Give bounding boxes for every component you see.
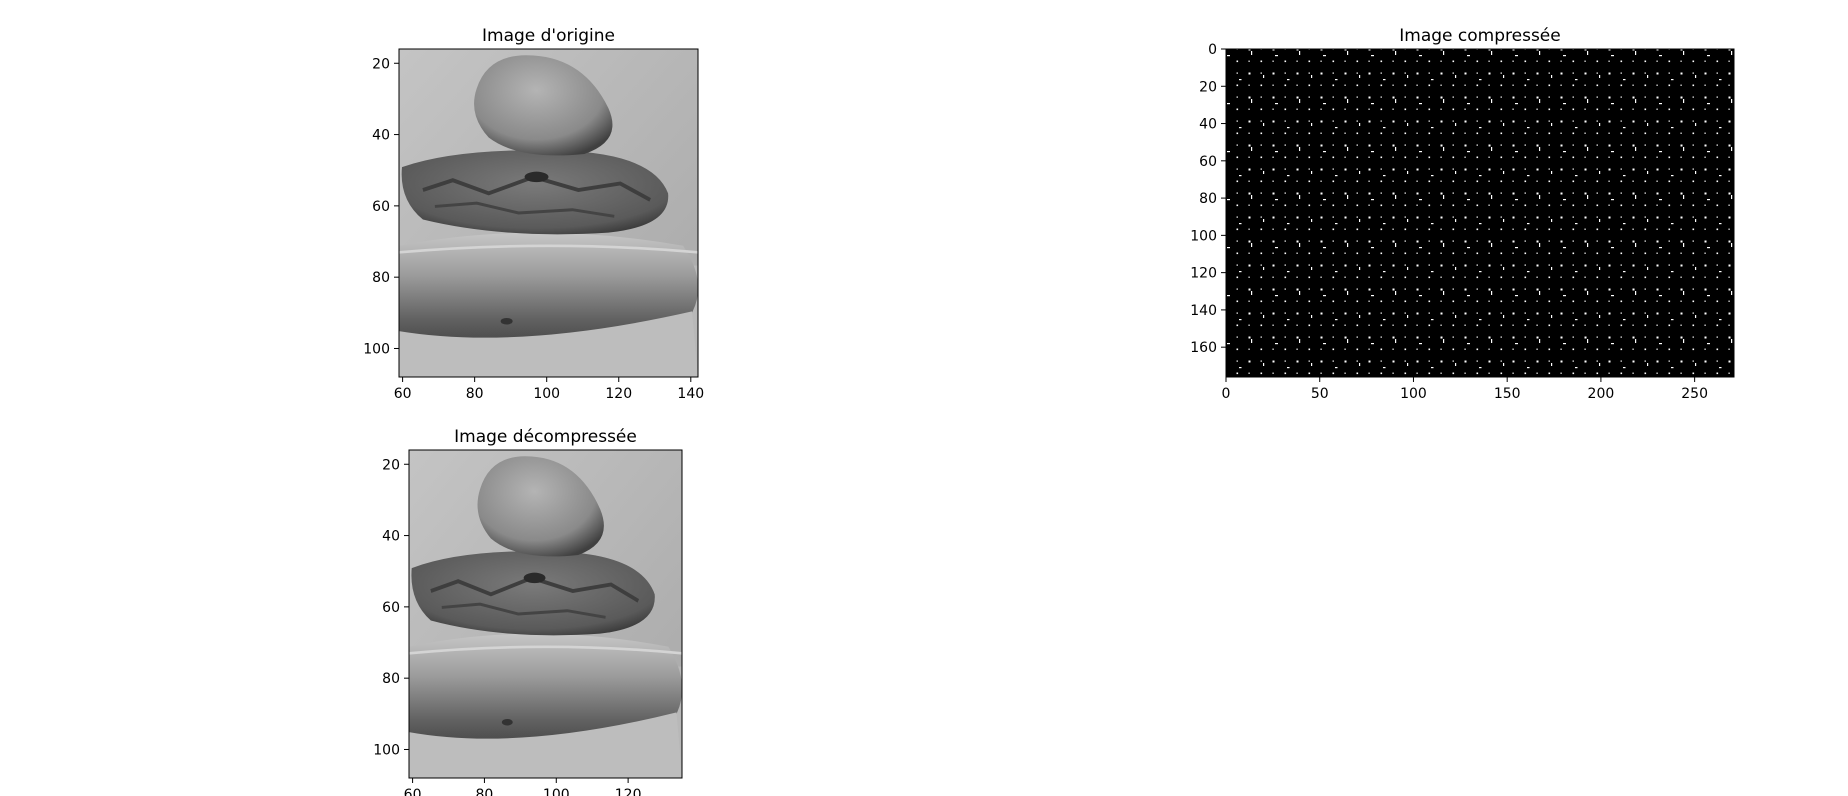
compressed-ytick-label: 160 (1190, 340, 1217, 356)
decompressed-xtick-label: 120 (615, 787, 642, 796)
original-xtick-label: 140 (677, 386, 704, 402)
original-xtick-label: 80 (466, 386, 484, 402)
compressed-ytick-label: 120 (1190, 266, 1217, 282)
decompressed-xtick-label: 80 (476, 787, 494, 796)
original-image (399, 49, 698, 377)
decompressed-ytick-label: 20 (382, 457, 400, 473)
compressed-ytick-label: 0 (1208, 42, 1217, 58)
original-xtick-label: 120 (605, 386, 632, 402)
decompressed-xtick-label: 60 (404, 787, 422, 796)
original-frame (398, 48, 699, 378)
compressed-xtick-label: 200 (1588, 386, 1615, 402)
original-ytick-label: 80 (372, 270, 390, 286)
original-ytick-label: 40 (372, 128, 390, 144)
compressed-ytick-label: 80 (1199, 191, 1217, 207)
compressed-xtick-label: 100 (1400, 386, 1427, 402)
decompressed-image (409, 450, 682, 778)
compressed-ytick-label: 100 (1190, 228, 1217, 244)
original-ytick-label: 100 (363, 341, 390, 357)
original-ytick-label: 20 (372, 56, 390, 72)
panel-decompressed: Image décompressée 60 80 100 120 20 40 60 80 100 (373, 427, 683, 796)
decompressed-xtick-label: 100 (543, 787, 570, 796)
compressed-ytick-label: 60 (1199, 154, 1217, 170)
compressed-xtick-label: 0 (1222, 386, 1231, 402)
compressed-xtick-label: 50 (1311, 386, 1329, 402)
compressed-ytick-label: 20 (1199, 79, 1217, 95)
panel-original: Image d'origine 60 80 100 120 140 20 40 60 80 100 (363, 26, 704, 402)
panel-compressed: Image compressée 0 50 100 150 200 250 0 20 40 60 80… (1190, 26, 1735, 402)
decompressed-ytick-label: 40 (382, 529, 400, 545)
decompressed-frame (408, 449, 683, 779)
original-ytick-label: 60 (372, 199, 390, 215)
decompressed-ytick-label: 100 (373, 742, 400, 758)
compressed-xtick-label: 250 (1681, 386, 1708, 402)
compressed-ytick-label: 140 (1190, 303, 1217, 319)
original-xtick-label: 100 (533, 386, 560, 402)
compressed-xtick-label: 150 (1494, 386, 1521, 402)
decompressed-ytick-label: 60 (382, 600, 400, 616)
original-title: Image d'origine (482, 26, 615, 46)
compressed-frame (1225, 48, 1735, 378)
compressed-coeff-overlay (1226, 49, 1734, 377)
decompressed-ytick-label: 80 (382, 671, 400, 687)
original-xtick-label: 60 (394, 386, 412, 402)
decompressed-title: Image décompressée (454, 427, 637, 447)
compressed-ytick-label: 40 (1199, 117, 1217, 133)
compressed-title: Image compressée (1399, 26, 1560, 46)
